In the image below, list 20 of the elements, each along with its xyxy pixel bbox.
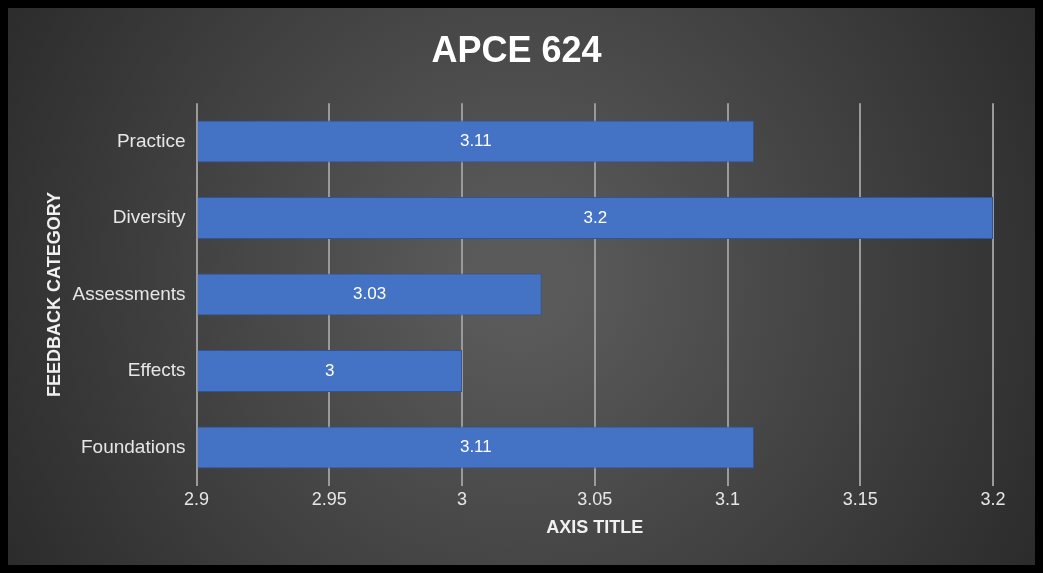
x-tick-label: 3 [457,488,468,509]
data-label: 3 [325,360,335,380]
data-label: 3.11 [459,437,492,457]
y-tick-label: Foundations [81,435,186,457]
data-label: 3.03 [353,284,387,304]
y-axis-title: FEEDBACK CATEGORY [43,191,64,398]
y-tick-label: Practice [116,129,186,151]
data-label: 3.11 [459,131,492,151]
chart-title: APCE 624 [431,28,602,70]
y-tick-label: Diversity [112,206,187,228]
x-tick-label: 3.2 [980,488,1006,509]
y-tick-label: Assessments [72,282,186,304]
y-tick-label: Effects [127,359,186,381]
x-tick-label: 2.95 [311,488,347,509]
x-axis-title: AXIS TITLE [546,517,644,538]
x-tick-label: 3.05 [577,488,613,509]
data-label: 3.2 [583,207,608,227]
x-tick-label: 2.9 [184,488,210,509]
x-tick-label: 3.1 [715,488,741,509]
x-tick-label: 3.15 [842,488,878,509]
